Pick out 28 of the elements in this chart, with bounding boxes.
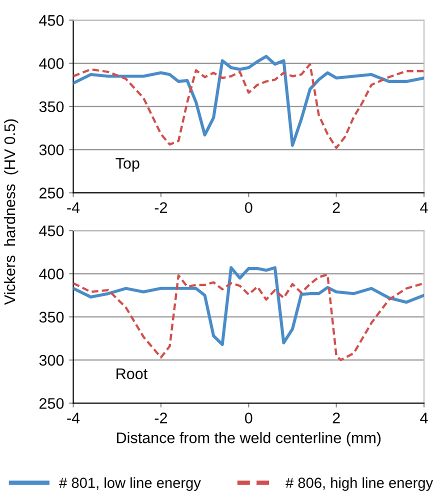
legend-label: # 806, high line energy [286, 477, 434, 491]
y-tick-label: 400 [39, 268, 64, 280]
x-tick-label: -2 [154, 412, 167, 424]
y-tick-label: 300 [39, 354, 64, 366]
x-tick-label: 2 [332, 412, 340, 424]
x-tick-label: 4 [420, 412, 428, 424]
y-tick-label: 300 [39, 144, 64, 156]
x-tick-label: 0 [244, 412, 252, 424]
legend-label: # 801, low line energy [59, 477, 201, 491]
x-axis-title: Distance from the weld centerline (mm) [117, 432, 381, 446]
y-tick-label: 450 [39, 225, 64, 236]
y-tick-label: 350 [39, 101, 64, 112]
x-tick-label: -4 [67, 202, 80, 213]
line-series [73, 266, 424, 346]
y-tick-label: 350 [39, 312, 64, 323]
y-tick-label: 250 [40, 398, 64, 409]
y-tick-label: 400 [39, 58, 64, 69]
x-tick-label: 4 [420, 202, 428, 213]
y-axis-title: Vickers hardness (HV 0.5) [4, 119, 18, 305]
x-tick-label: -4 [67, 412, 80, 424]
annotation: Root [116, 368, 148, 380]
y-tick-label: 450 [39, 15, 64, 26]
y-tick-label: 250 [40, 188, 64, 198]
x-tick-label: 2 [332, 202, 340, 213]
x-tick-label: -2 [154, 202, 167, 213]
line-series [73, 273, 424, 362]
x-tick-label: 0 [244, 202, 252, 214]
annotation: Top [116, 158, 140, 172]
